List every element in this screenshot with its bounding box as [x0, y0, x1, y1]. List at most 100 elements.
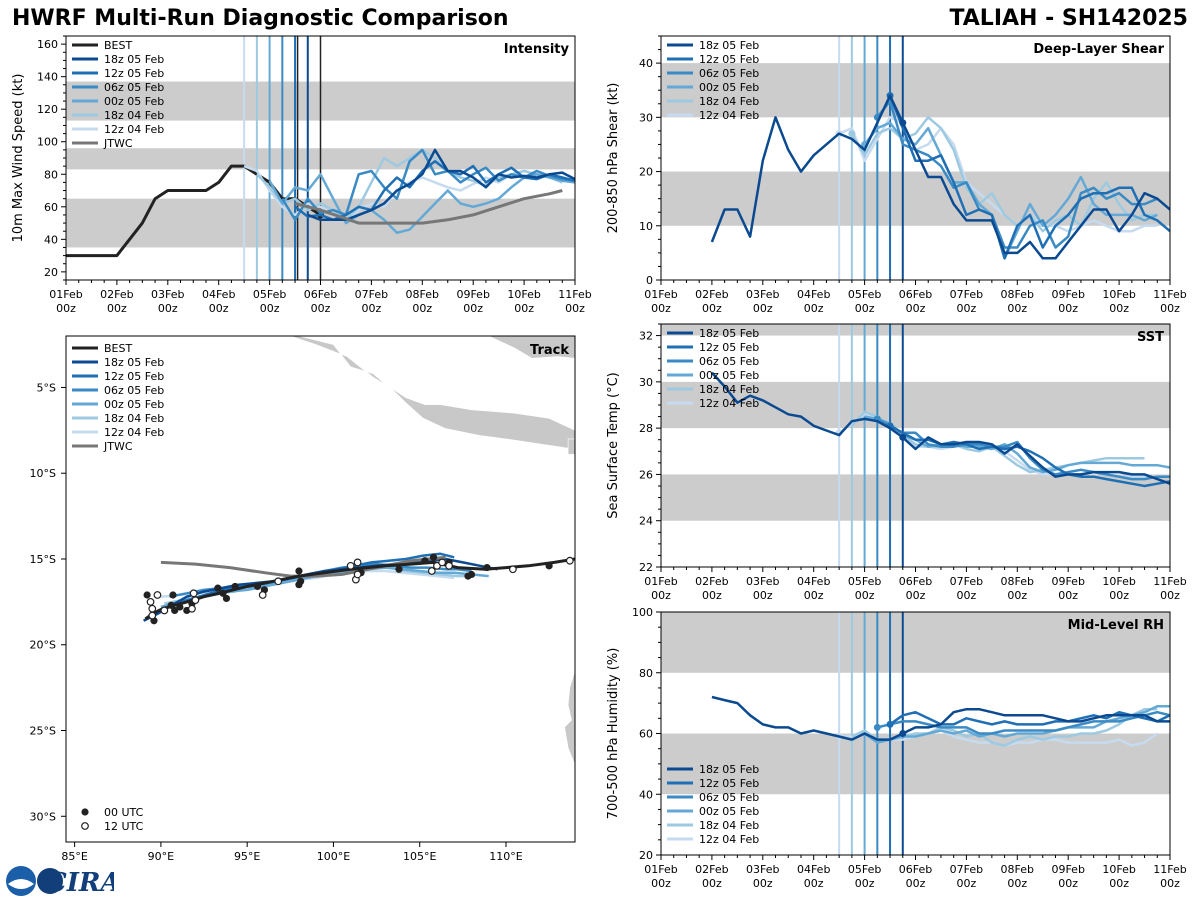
intensity-series-18z-05-feb — [307, 148, 575, 222]
track-fix-12utc-7 — [191, 596, 200, 605]
rh-xtick-date-10: 11Feb — [1153, 863, 1186, 876]
sst-xtick-hour-4: 00z — [855, 589, 875, 602]
shear-xtick-date-3: 04Feb — [797, 288, 830, 301]
track-ytick-label--10: 10°S — [30, 467, 56, 480]
sst-xtick-hour-0: 00z — [651, 589, 671, 602]
track-fix-00utc-9 — [219, 589, 227, 597]
intensity-xtick-hour-1: 00z — [107, 302, 127, 315]
track-xtick-label-90: 90°E — [148, 850, 174, 863]
page-title: HWRF Multi-Run Diagnostic Comparison — [12, 6, 509, 31]
sst-band-2 — [661, 324, 1170, 336]
rh-point-18z-05-feb-15 — [899, 730, 907, 737]
track-fix-12utc-16 — [438, 558, 447, 567]
intensity-title: Intensity — [504, 42, 570, 57]
sst-xtick-date-2: 03Feb — [746, 575, 779, 588]
intensity-legend-label-18z-04-feb: 18z 04 Feb — [104, 109, 164, 122]
rh-ytick-label-20: 20 — [639, 849, 653, 862]
track-legend-label-best: BEST — [104, 342, 132, 355]
sst-ytick-label-28: 28 — [639, 422, 653, 435]
track-xtick-label-95: 95°E — [234, 850, 260, 863]
intensity-xtick-date-7: 08Feb — [406, 288, 439, 301]
intensity-xtick-hour-10: 00z — [565, 302, 585, 315]
shear-xtick-date-5: 06Feb — [899, 288, 932, 301]
intensity-legend-label-jtwc: JTWC — [103, 137, 133, 150]
shear-xtick-date-9: 10Feb — [1102, 288, 1135, 301]
intensity-ytick-label-60: 60 — [44, 201, 58, 214]
sst-xtick-date-1: 02Feb — [695, 575, 728, 588]
intensity-xtick-date-10: 11Feb — [558, 288, 591, 301]
land-lesser-sunda — [567, 438, 575, 455]
intensity-series-jtwc — [294, 189, 563, 225]
shear-point-18z-05-feb-15 — [899, 119, 907, 127]
land-australia — [564, 670, 575, 765]
noaa-bird-icon — [8, 879, 34, 889]
shear-legend-label-18z-05-feb: 18z 05 Feb — [699, 39, 759, 52]
intensity-xtick-hour-0: 00z — [56, 302, 76, 315]
rh-ylabel: 700-500 hPa Humidity (%) — [606, 648, 621, 820]
rh-legend-label-06z-05-feb: 06z 05 Feb — [699, 791, 759, 804]
intensity-xtick-date-8: 09Feb — [456, 288, 489, 301]
intensity-legend-label-06z-05-feb: 06z 05 Feb — [104, 81, 164, 94]
rh-xtick-date-1: 02Feb — [695, 863, 728, 876]
track-fix-00utc-19 — [421, 557, 429, 565]
shear-legend-label-06z-05-feb: 06z 05 Feb — [699, 67, 759, 80]
shear-ytick-label-40: 40 — [639, 57, 653, 70]
rh-panel: 2040608010001Feb00z02Feb00z03Feb00z04Feb… — [606, 606, 1187, 890]
shear-xtick-hour-9: 00z — [1109, 302, 1129, 315]
intensity-legend-label-00z-05-feb: 00z 05 Feb — [104, 95, 164, 108]
sst-xtick-hour-2: 00z — [753, 589, 773, 602]
rh-ytick-label-80: 80 — [639, 667, 653, 680]
track-legend-label-06z-05-feb: 06z 05 Feb — [104, 384, 164, 397]
track-legend-label-18z-05-feb: 18z 05 Feb — [104, 356, 164, 369]
cira-globe-icon — [37, 868, 63, 894]
track-fix-00utc-3 — [167, 601, 175, 609]
shear-xtick-date-2: 03Feb — [746, 288, 779, 301]
rh-xtick-date-4: 05Feb — [848, 863, 881, 876]
land-borneo — [488, 336, 575, 359]
track-fix-12utc-17 — [445, 561, 453, 570]
rh-xtick-date-8: 09Feb — [1051, 863, 1084, 876]
storm-id: TALIAH - SH142025 — [949, 6, 1188, 31]
rh-xtick-hour-10: 00z — [1160, 877, 1180, 890]
track-fix-00utc-12 — [253, 582, 262, 591]
track-fix-00utc-24 — [483, 563, 491, 572]
rh-series-group — [711, 695, 1170, 747]
track-fix-00utc-11 — [231, 582, 239, 591]
sst-xtick-date-10: 11Feb — [1153, 575, 1186, 588]
track-fix-12utc-9 — [258, 591, 267, 599]
shear-series-12z-05-feb — [888, 95, 1170, 260]
track-series-jtwc — [160, 555, 446, 578]
sst-point-18z-05-feb-15 — [899, 433, 907, 441]
shear-xtick-date-6: 07Feb — [950, 288, 983, 301]
sst-band-0 — [661, 474, 1170, 521]
intensity-ytick-label-40: 40 — [44, 233, 58, 246]
shear-xtick-date-7: 08Feb — [1001, 288, 1034, 301]
rh-xtick-hour-6: 00z — [957, 877, 977, 890]
track-fix-12utc-5 — [189, 589, 198, 598]
shear-xtick-date-4: 05Feb — [848, 288, 881, 301]
sst-ytick-label-24: 24 — [639, 515, 653, 528]
rh-legend-label-00z-05-feb: 00z 05 Feb — [699, 805, 759, 818]
track-legend-label-18z-04-feb: 18z 04 Feb — [104, 412, 164, 425]
track-xtick-label-85: 85°E — [61, 850, 87, 863]
track-ytick-label--20: 20°S — [30, 639, 56, 652]
rh-legend-label-12z-05-feb: 12z 05 Feb — [699, 777, 759, 790]
sst-ylabel: Sea Surface Temp (°C) — [606, 372, 621, 519]
track-fix-12utc-18 — [508, 565, 517, 574]
rh-point-06z-05-feb-0 — [873, 723, 881, 731]
track-fix-00utc-10 — [222, 594, 231, 603]
rh-title: Mid-Level RH — [1068, 618, 1164, 633]
shear-band-1 — [661, 63, 1170, 118]
intensity-xtick-hour-8: 00z — [463, 302, 483, 315]
track-legend-00utc-label: 00 UTC — [104, 806, 144, 819]
track-fix-12utc-13 — [353, 558, 362, 567]
shear-xtick-date-0: 01Feb — [644, 288, 677, 301]
track-fix-00utc-4 — [171, 606, 179, 615]
shear-xtick-hour-7: 00z — [1007, 302, 1027, 315]
shear-series-06z-05-feb — [876, 99, 1158, 249]
sst-xtick-date-4: 05Feb — [848, 575, 881, 588]
track-map-group — [143, 336, 575, 765]
shear-ytick-label-20: 20 — [639, 166, 653, 179]
track-fix-00utc-20 — [429, 553, 438, 561]
